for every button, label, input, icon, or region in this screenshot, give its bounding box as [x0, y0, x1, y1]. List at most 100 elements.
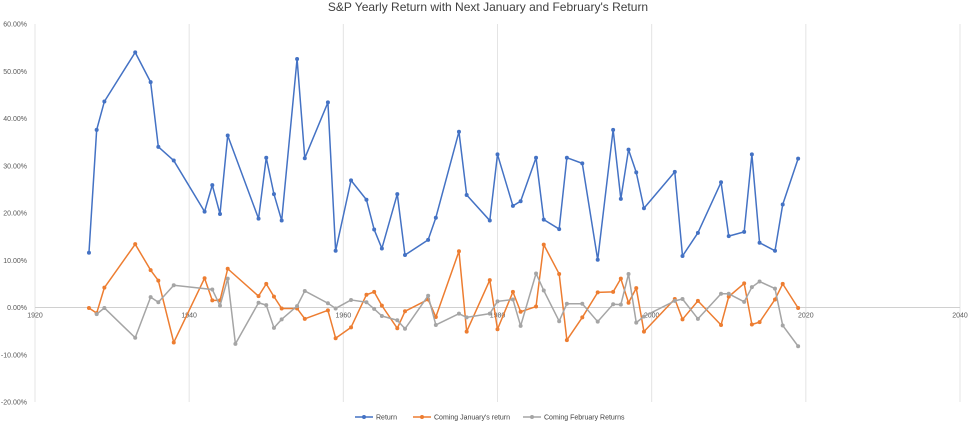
data-point	[464, 329, 469, 334]
data-point	[626, 300, 631, 305]
data-point	[749, 285, 754, 290]
data-point	[171, 158, 176, 163]
data-point	[433, 314, 438, 319]
data-point	[595, 319, 600, 324]
data-point	[102, 99, 107, 104]
data-point	[302, 316, 307, 321]
data-point	[426, 293, 431, 298]
data-point	[719, 180, 724, 185]
data-point	[256, 300, 261, 305]
legend-item-3: Coming February Returns	[523, 415, 625, 422]
data-point	[757, 240, 762, 245]
data-point	[210, 298, 215, 303]
data-point	[510, 289, 515, 294]
legend-swatch-marker	[530, 415, 534, 419]
data-point	[641, 206, 646, 211]
series-2	[86, 242, 801, 345]
x-tick-label: 2040	[952, 313, 968, 320]
data-point	[86, 250, 91, 255]
data-point	[279, 218, 284, 223]
data-point	[372, 306, 377, 311]
data-point	[749, 152, 754, 157]
x-tick-label: 1960	[336, 313, 352, 320]
data-point	[264, 281, 269, 286]
data-point	[86, 305, 91, 310]
data-point	[325, 100, 330, 105]
data-point	[634, 170, 639, 175]
data-point	[534, 271, 539, 276]
data-point	[780, 202, 785, 207]
data-point	[295, 56, 300, 61]
data-point	[518, 199, 523, 204]
data-point	[534, 155, 539, 160]
data-point	[349, 178, 354, 183]
data-point	[271, 294, 276, 299]
data-point	[426, 237, 431, 242]
data-point	[595, 257, 600, 262]
data-point	[433, 215, 438, 220]
y-tick-label: 30.00%	[3, 163, 27, 170]
data-point	[333, 336, 338, 341]
data-point	[464, 193, 469, 198]
data-point	[364, 300, 369, 305]
data-point	[564, 155, 569, 160]
data-point	[279, 306, 284, 311]
data-point	[672, 169, 677, 174]
legend-item-1: Return	[355, 415, 397, 422]
y-tick-label: -10.00%	[1, 352, 27, 359]
data-point	[742, 281, 747, 286]
data-point	[487, 311, 492, 316]
data-point	[202, 276, 207, 281]
data-point	[395, 326, 400, 331]
data-point	[757, 279, 762, 284]
data-point	[726, 291, 731, 296]
data-point	[279, 317, 284, 322]
data-point	[580, 301, 585, 306]
data-point	[487, 218, 492, 223]
legend-swatch-marker	[362, 415, 366, 419]
data-point	[695, 298, 700, 303]
data-point	[218, 211, 222, 216]
data-point	[580, 161, 585, 166]
y-axis-ticks: -20.00% -10.00% 0.00% 10.00% 20.00% 30.00% 40.…	[1, 22, 27, 407]
data-point	[364, 292, 369, 297]
x-tick-label: 1980	[490, 313, 506, 320]
data-point	[742, 299, 747, 304]
data-point	[672, 298, 677, 303]
data-point	[148, 268, 153, 273]
series-layer	[86, 50, 801, 349]
data-point	[379, 246, 384, 251]
data-point	[611, 127, 616, 132]
data-point	[557, 227, 562, 232]
data-point	[796, 305, 801, 310]
data-point	[518, 323, 523, 328]
data-point	[94, 127, 99, 132]
data-point	[133, 335, 138, 340]
data-point	[719, 322, 724, 327]
y-tick-label: 60.00%	[3, 22, 27, 29]
data-point	[349, 297, 354, 302]
data-point	[218, 303, 222, 308]
data-point	[372, 289, 377, 294]
data-point	[510, 297, 515, 302]
data-point	[618, 302, 623, 307]
data-point	[626, 147, 631, 152]
data-point	[611, 289, 616, 294]
legend-label: Return	[376, 415, 397, 422]
data-point	[749, 322, 754, 327]
series-1	[86, 50, 801, 262]
x-tick-label: 1940	[181, 313, 197, 320]
data-point	[210, 287, 215, 292]
data-point	[333, 306, 338, 311]
y-tick-label: 20.00%	[3, 211, 27, 218]
x-tick-label: 2020	[798, 313, 814, 320]
legend-label: Coming February Returns	[544, 415, 625, 422]
data-point	[171, 283, 176, 288]
data-point	[264, 303, 269, 308]
x-tick-label: 2000	[644, 313, 660, 320]
data-point	[510, 203, 515, 208]
data-point	[256, 294, 261, 299]
data-point	[156, 300, 161, 305]
data-point	[433, 322, 438, 327]
